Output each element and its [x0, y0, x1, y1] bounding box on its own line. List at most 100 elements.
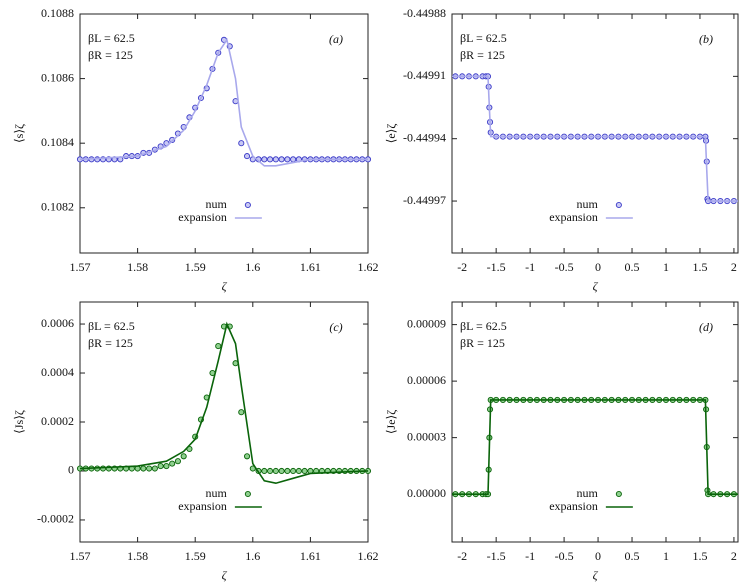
- plot-frame: [79, 301, 369, 543]
- num-point: [267, 156, 274, 163]
- panel-label: (c): [329, 320, 342, 334]
- x-tick-label: 1.62: [358, 549, 379, 563]
- x-tick-label: 2: [731, 260, 737, 274]
- legend-label: expansion: [549, 499, 598, 513]
- x-tick-label: 1.6: [245, 260, 260, 274]
- annotation: βR = 125: [460, 48, 505, 62]
- legend-marker: [615, 201, 622, 209]
- num-point: [272, 156, 279, 163]
- y-tick-label: 0.0002: [41, 414, 74, 428]
- x-tick-label: 1.58: [127, 260, 148, 274]
- num-point: [290, 156, 297, 163]
- expansion-line: [80, 321, 368, 485]
- num-point: [261, 467, 268, 475]
- annotation: βR = 125: [460, 336, 505, 350]
- x-axis-label: ζ: [593, 279, 599, 293]
- annotation: βR = 125: [88, 336, 133, 350]
- y-tick-label: 0.1084: [41, 135, 74, 149]
- y-tick-label: -0.44991: [403, 68, 446, 82]
- plot-frame: [451, 13, 739, 254]
- legend-label: expansion: [178, 210, 227, 224]
- y-axis-label: ⟨s⟩ζ: [12, 124, 26, 143]
- x-axis-label: ζ: [222, 279, 228, 293]
- panel-label: (b): [699, 32, 713, 46]
- plot-frame: [79, 13, 369, 254]
- x-tick-label: 1.58: [127, 549, 148, 563]
- num-point: [267, 467, 274, 475]
- y-tick-label: 0.1086: [41, 70, 74, 84]
- y-tick-label: 0.00009: [407, 316, 446, 330]
- num-point: [272, 467, 279, 475]
- y-tick-label: 0.00003: [407, 429, 446, 443]
- x-tick-label: 1.59: [185, 549, 206, 563]
- num-point: [243, 153, 251, 160]
- annotation: βL = 62.5: [460, 31, 507, 45]
- num-point: [301, 467, 308, 475]
- x-tick-label: 2: [731, 549, 737, 563]
- x-tick-label: 1.57: [70, 260, 91, 274]
- num-point: [278, 156, 285, 163]
- y-tick-label: 0: [68, 463, 74, 477]
- legend-label: num: [577, 197, 599, 211]
- y-tick-label: 0.0004: [41, 365, 74, 379]
- annotation: βL = 62.5: [88, 319, 135, 333]
- x-tick-label: 1.61: [300, 260, 321, 274]
- y-tick-label: 0.1082: [41, 200, 74, 214]
- x-tick-label: 1: [663, 549, 669, 563]
- panel-label: (a): [329, 32, 343, 46]
- annotation: βR = 125: [88, 48, 133, 62]
- x-tick-label: 1: [663, 260, 669, 274]
- x-tick-label: -0.5: [555, 260, 574, 274]
- x-tick-label: 1.62: [358, 260, 379, 274]
- x-tick-label: 0.5: [625, 260, 640, 274]
- num-point: [157, 463, 164, 470]
- num-point: [238, 409, 245, 416]
- x-tick-label: 0: [595, 549, 601, 563]
- x-tick-label: 1.5: [692, 260, 707, 274]
- x-tick-label: -1.5: [487, 549, 506, 563]
- annotation: βL = 62.5: [88, 31, 135, 45]
- x-tick-label: -0.5: [555, 549, 574, 563]
- x-axis-label: ζ: [222, 568, 228, 582]
- num-point: [174, 458, 181, 465]
- num-point: [146, 465, 153, 472]
- num-point: [261, 156, 268, 163]
- y-tick-label: 0.0006: [41, 316, 74, 330]
- x-tick-label: 0.5: [625, 549, 640, 563]
- y-axis-label: ⟨Je⟩ζ: [384, 410, 398, 434]
- num-point: [169, 460, 176, 467]
- num-point: [295, 467, 302, 475]
- panel-label: (d): [699, 320, 713, 334]
- plot-frame: [451, 301, 739, 543]
- y-tick-label: 0.00006: [407, 373, 446, 387]
- num-point: [163, 463, 170, 470]
- num-point: [151, 465, 158, 472]
- y-tick-label: 0.00000: [407, 486, 446, 500]
- x-tick-label: 1.5: [692, 549, 707, 563]
- y-axis-label: ⟨Js⟩ζ: [12, 410, 26, 434]
- legend-marker: [244, 490, 251, 498]
- num-point: [238, 140, 245, 147]
- expansion-line: [80, 37, 368, 167]
- y-tick-label: -0.44988: [403, 6, 446, 20]
- x-axis-label: ζ: [593, 568, 599, 582]
- expansion-line: [452, 75, 738, 202]
- legend-label: num: [206, 486, 228, 500]
- num-point: [243, 453, 251, 460]
- x-tick-label: 1.6: [245, 549, 260, 563]
- x-tick-label: -2: [457, 260, 467, 274]
- x-tick-label: -2: [457, 549, 467, 563]
- legend-marker: [244, 201, 251, 209]
- legend-label: num: [577, 486, 599, 500]
- x-tick-label: -1: [525, 549, 535, 563]
- y-tick-label: -0.44994: [403, 130, 446, 144]
- num-point: [140, 465, 147, 472]
- num-point: [284, 467, 291, 475]
- x-tick-label: -1: [525, 260, 535, 274]
- x-tick-label: 1.57: [70, 549, 91, 563]
- legend-label: expansion: [549, 210, 598, 224]
- num-point: [215, 343, 222, 350]
- y-tick-label: 0.1088: [41, 6, 74, 20]
- legend-label: expansion: [178, 499, 227, 513]
